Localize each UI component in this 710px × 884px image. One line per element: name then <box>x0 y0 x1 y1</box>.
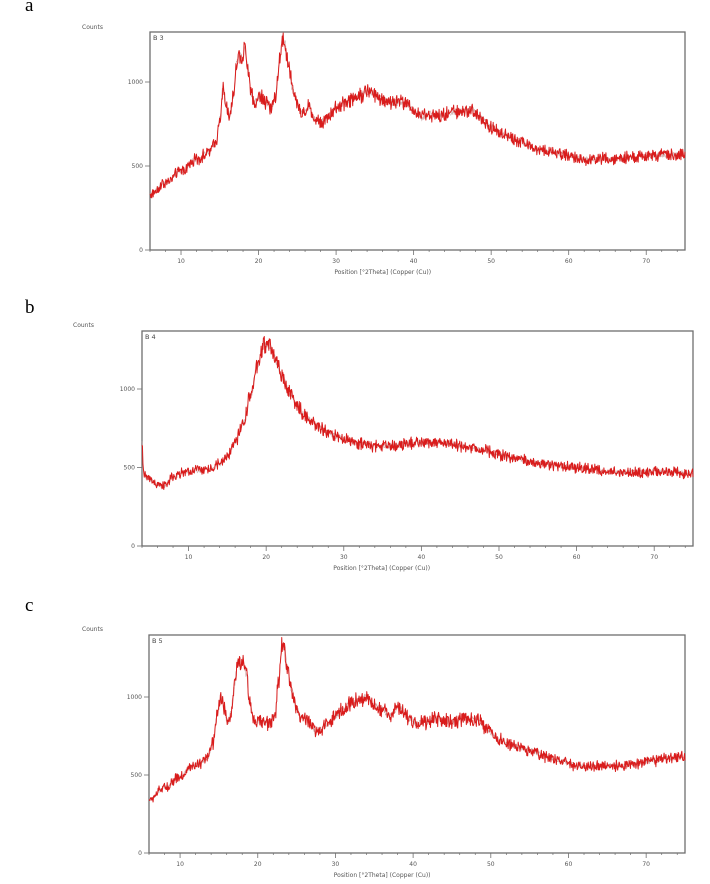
x-tick-label: 20 <box>255 258 263 265</box>
panel-label-b: b <box>25 297 35 318</box>
series-noise-shadow <box>141 341 694 489</box>
chart-a: Counts B 3 0 500 1000 10 20 30 40 50 60 70 Position … <box>82 24 686 276</box>
plot-frame <box>148 634 686 854</box>
x-tick-label: 70 <box>650 554 658 561</box>
y-tick-label: 500 <box>131 772 143 779</box>
x-tick-label: 70 <box>642 861 650 868</box>
x-axis-label: Position [°2Theta] (Copper (Cu)) <box>334 872 431 879</box>
y-tick-label: 500 <box>124 465 136 472</box>
y-tick-label: 1000 <box>120 386 135 393</box>
y-tick-label: 500 <box>132 163 144 170</box>
panel-label-a: a <box>25 0 34 16</box>
x-tick-label: 20 <box>262 554 270 561</box>
series-line <box>141 335 694 490</box>
y-tick-label: 0 <box>131 543 135 550</box>
x-tick-label: 40 <box>410 258 418 265</box>
sample-label: B 3 <box>153 34 164 42</box>
y-axis-label: Counts <box>82 24 103 31</box>
x-tick-label: 60 <box>565 861 573 868</box>
x-tick-label: 10 <box>185 554 193 561</box>
series-line <box>148 637 686 803</box>
x-tick-label: 60 <box>573 554 581 561</box>
x-tick-label: 50 <box>487 861 495 868</box>
y-tick-label: 0 <box>139 247 143 254</box>
x-axis-label: Position [°2Theta] (Copper (Cu)) <box>333 565 430 572</box>
chart-b: Counts B 4 0 500 1000 10 20 30 40 50 60 70 Position … <box>73 322 694 572</box>
x-tick-label: 60 <box>565 258 573 265</box>
y-axis-label: Counts <box>73 322 94 329</box>
sample-label: B 5 <box>152 637 163 645</box>
y-tick-label: 1000 <box>127 694 142 701</box>
y-tick-label: 1000 <box>128 79 143 86</box>
x-tick-label: 10 <box>177 258 185 265</box>
plot-frame <box>141 330 694 547</box>
x-tick-label: 20 <box>254 861 262 868</box>
panel-label-c: c <box>25 595 34 616</box>
x-tick-label: 40 <box>409 861 417 868</box>
x-tick-label: 50 <box>495 554 503 561</box>
x-axis-label: Position [°2Theta] (Copper (Cu)) <box>334 269 431 276</box>
x-tick-label: 50 <box>487 258 495 265</box>
y-tick-label: 0 <box>138 850 142 857</box>
x-tick-label: 30 <box>340 554 348 561</box>
chart-c: Counts B 5 0 500 1000 10 20 30 40 50 60 70 Position … <box>82 626 686 879</box>
y-axis-label: Counts <box>82 626 103 633</box>
plot-frame <box>149 31 686 251</box>
x-tick-label: 30 <box>332 258 340 265</box>
x-tick-label: 30 <box>332 861 340 868</box>
x-tick-label: 40 <box>418 554 426 561</box>
x-tick-label: 10 <box>176 861 184 868</box>
series-line <box>149 32 686 199</box>
x-tick-label: 70 <box>642 258 650 265</box>
sample-label: B 4 <box>145 333 156 341</box>
